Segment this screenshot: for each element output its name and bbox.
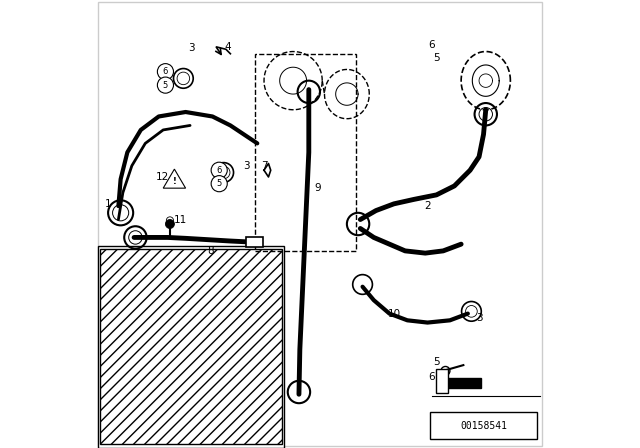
Text: 6: 6 [428,40,435,50]
Text: 5: 5 [433,53,440,63]
Text: 5: 5 [216,179,222,188]
Text: 10: 10 [387,309,401,319]
Text: !: ! [172,177,177,186]
Bar [430,412,538,439]
Bar [99,246,284,448]
Text: 12: 12 [156,172,169,182]
Circle shape [157,77,173,93]
Bar [100,249,282,444]
Text: 8: 8 [207,246,214,256]
Text: 3: 3 [243,161,250,171]
Circle shape [157,64,173,80]
Text: 5: 5 [433,357,440,367]
Polygon shape [163,169,186,188]
Text: 4: 4 [225,42,232,52]
Circle shape [211,162,227,178]
Text: 1: 1 [105,199,112,209]
Text: 11: 11 [173,215,187,224]
Text: 6: 6 [428,372,435,382]
Text: 3: 3 [476,313,483,323]
Text: 5: 5 [163,81,168,90]
Text: 2: 2 [424,201,431,211]
Bar [246,237,263,247]
Text: 9: 9 [314,183,321,193]
Bar [436,369,448,393]
Text: 3: 3 [188,43,195,53]
Text: 6: 6 [216,166,222,175]
Text: 6: 6 [163,67,168,76]
Bar [443,378,481,388]
Bar [255,54,356,251]
Circle shape [211,176,227,192]
Circle shape [166,220,174,228]
Text: 00158541: 00158541 [460,421,507,431]
Text: 7: 7 [260,161,268,171]
